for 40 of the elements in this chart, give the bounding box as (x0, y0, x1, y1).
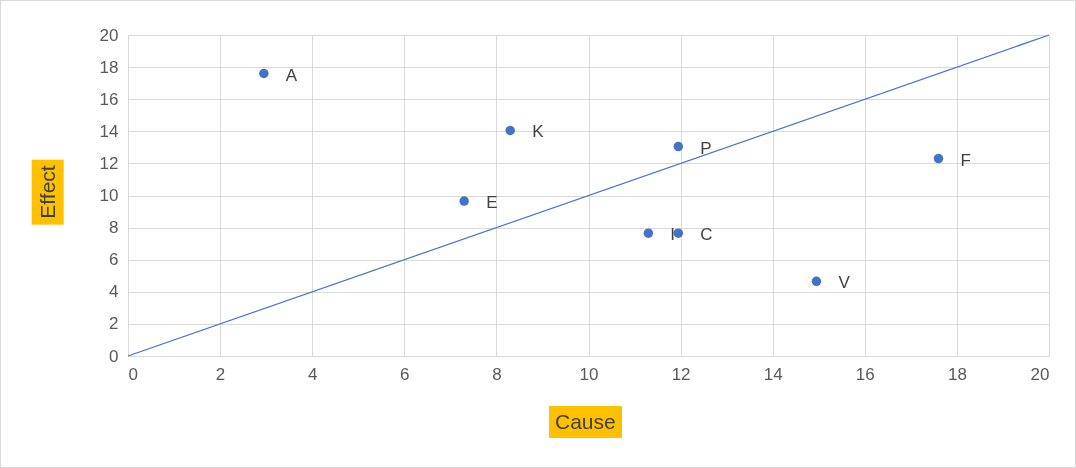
point (933, 153, 944, 164)
y-tick-label: 6 (109, 250, 119, 270)
x-tick-label: 4 (307, 364, 318, 384)
x-tick-label: 8 (492, 364, 502, 384)
x-tick-label: 12 (671, 364, 691, 384)
y-tick-label: 16 (99, 89, 119, 109)
x-tick-label: 14 (763, 364, 783, 384)
y-tick-label: 14 (99, 121, 119, 141)
x-tick-label: 0 (128, 364, 138, 384)
x-tick-label: 20 (1030, 364, 1050, 384)
annotation: P (700, 138, 712, 158)
y-tick-label: 2 (109, 314, 119, 334)
point (673, 141, 684, 152)
annotation: E (486, 193, 498, 213)
y-tick-label: 0 (109, 346, 119, 366)
y-tick-label: 12 (99, 153, 119, 173)
y-tick-label: 10 (99, 186, 119, 205)
x-axis-title: Cause (549, 406, 622, 438)
point (643, 228, 654, 238)
annotation: C (700, 225, 713, 245)
x-tick-label: 18 (947, 364, 967, 384)
point (459, 196, 469, 206)
x-tick-label: 10 (579, 364, 599, 384)
annotation: I (670, 225, 676, 245)
point (259, 68, 269, 79)
annotation: F (960, 150, 971, 170)
annotation: V (838, 273, 851, 293)
y-tick-label: 8 (109, 218, 119, 238)
point (811, 276, 822, 287)
y-tick-label: 20 (99, 25, 119, 45)
y-tick-label: 4 (109, 282, 119, 302)
point (505, 125, 515, 136)
x-tick-label: 2 (215, 364, 226, 384)
annotation: K (532, 122, 545, 142)
annotation: A (285, 65, 298, 85)
x-tick-label: 6 (400, 364, 410, 384)
y-axis-title: Effect (31, 159, 64, 225)
x-tick-label: 16 (855, 364, 875, 384)
y-tick-label: 18 (99, 57, 119, 77)
point (673, 228, 684, 238)
